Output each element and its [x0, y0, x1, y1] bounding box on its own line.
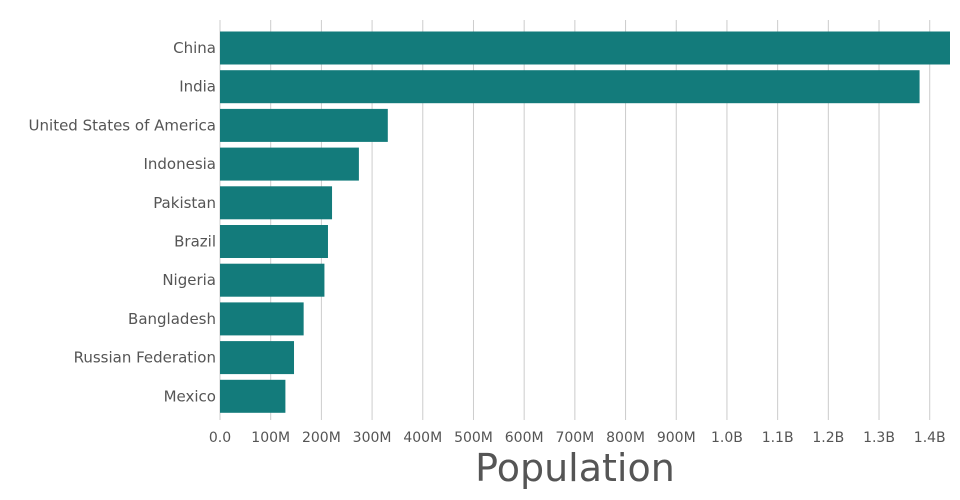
x-tick-labels: 0.0 100M 200M 300M 400M 500M 600M 700M 800M 900M 1… — [209, 430, 946, 446]
bar — [220, 341, 295, 375]
x-tick-label: 1.1B — [762, 430, 794, 446]
bar — [220, 70, 920, 104]
category-label: Bangladesh — [128, 310, 216, 328]
category-label: Brazil — [174, 233, 216, 251]
category-label: China — [173, 39, 216, 57]
category-labels: China India United States of America Indone… — [29, 39, 216, 405]
category-label: Mexico — [164, 387, 216, 405]
category-label: Pakistan — [153, 194, 216, 212]
bar — [220, 147, 359, 181]
x-axis-title: Population — [475, 446, 675, 490]
x-tick-label: 600M — [505, 430, 544, 446]
category-label: United States of America — [29, 116, 216, 134]
category-label: Nigeria — [162, 271, 216, 289]
bar — [220, 302, 304, 336]
x-tick-label: 0.0 — [209, 430, 231, 446]
x-tick-label: 500M — [454, 430, 493, 446]
x-tick-label: 300M — [353, 430, 392, 446]
bar — [220, 263, 325, 297]
x-tick-label: 200M — [302, 430, 341, 446]
bar — [220, 108, 388, 142]
x-tick-label: 100M — [251, 430, 290, 446]
x-tick-label: 1.2B — [812, 430, 844, 446]
x-tick-label: 800M — [606, 430, 645, 446]
bar — [220, 31, 950, 65]
bar — [220, 225, 328, 258]
bar — [220, 186, 333, 220]
x-tick-label: 700M — [555, 430, 594, 446]
category-label: India — [179, 78, 216, 96]
x-tick-label: 1.4B — [914, 430, 946, 446]
x-tick-label: 400M — [403, 430, 442, 446]
x-tick-label: 1.3B — [863, 430, 895, 446]
category-label: Indonesia — [143, 155, 216, 173]
bars — [220, 31, 950, 413]
category-label: Russian Federation — [74, 349, 216, 367]
x-tick-label: 900M — [657, 430, 696, 446]
x-tick-label: 1.0B — [711, 430, 743, 446]
bar — [220, 379, 286, 413]
